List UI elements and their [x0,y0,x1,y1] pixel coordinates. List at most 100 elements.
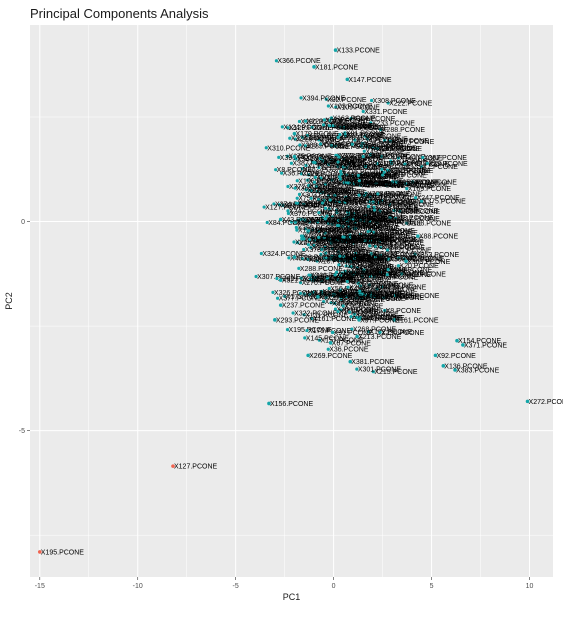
cluster-point-label: X325.PCONE [357,295,401,302]
cluster-point-label: X53.PCONE [355,240,395,247]
cluster-point-label: X230.PCONE [381,330,425,337]
cluster-point-label: X195.PCONE [289,327,333,334]
cluster-point [353,251,358,256]
cluster-point-label: X103.PCONE [316,175,360,182]
cluster-point-label: X391.PCONE [321,156,365,163]
cluster-point-label: X127.PCONE [265,205,309,212]
cluster-point-label: X223.PCONE [320,235,364,242]
cluster-point [327,207,331,211]
cluster-point-label: X353.PCONE [416,252,460,259]
cluster-point [368,244,372,248]
cluster-point-label: X224.PCONE [303,135,347,142]
cluster-point-label: X206.PCONE [351,181,395,188]
cluster-point [297,119,302,124]
cluster-point [371,230,376,235]
cluster-point-label: X81.PCONE [342,307,382,314]
cluster-point [283,294,287,298]
cluster-point [306,257,310,262]
cluster-point-label: X118.PCONE [348,294,391,301]
cluster-point-label: X259.PCONE [323,291,367,298]
cluster-point [327,124,331,128]
cluster-point-label: X110.PCONE [314,228,357,235]
cluster-point-label: X85.PCONE [339,223,379,230]
cluster-point [386,268,390,272]
cluster-point [333,144,337,148]
cluster-point [307,238,311,242]
data-point [306,353,310,358]
cluster-point [293,186,297,190]
cluster-point [359,284,363,288]
cluster-point [310,316,314,321]
cluster-point [285,154,290,158]
cluster-point-label: X49.PCONE [365,149,405,156]
cluster-point [325,214,329,218]
cluster-point [374,181,378,185]
cluster-point [371,200,375,204]
cluster-point-label: X313.PCONE [366,194,410,201]
cluster-point [391,180,395,184]
cluster-point-label: X113.PCONE [398,179,441,186]
cluster-point [364,164,368,168]
cluster-point-label: X38.PCONE [332,300,372,307]
cluster-point-label: X377.PCONE [311,188,355,195]
cluster-point-label: X118.PCONE [330,123,373,130]
cluster-point [396,156,401,160]
cluster-point-label: X312.PCONE [372,228,416,235]
cluster-point-label: X53.PCONE [337,257,377,264]
x-tick-label: 5 [430,583,434,590]
cluster-point-label: X270.PCONE [306,217,350,224]
cluster-point-label: X149.PCONE [356,251,400,258]
x-tick-label: -5 [233,583,239,590]
cluster-point-label: X333.PCONE [334,123,378,130]
data-point-label: X156.PCONE [270,401,314,408]
cluster-point-label: X369.PCONE [339,277,383,284]
cluster-point [378,240,382,244]
cluster-point [357,179,361,183]
cluster-point-label: X50.PCONE [333,257,373,264]
cluster-point [344,195,348,199]
cluster-point-label: X223.PCONE [307,119,351,126]
cluster-point [307,273,311,277]
cluster-point-label: X395.PCONE [297,225,341,232]
cluster-point [361,155,365,159]
data-point-label: X321.PCONE [282,278,326,285]
cluster-point [324,251,328,255]
cluster-point-label: X229.PCONE [302,171,346,178]
cluster-point [351,217,355,221]
cluster-point [349,116,353,121]
cluster-point-label: X131.PCONE [312,277,356,284]
cluster-point [343,131,347,135]
cluster-point-label: X80.PCONE [313,188,353,195]
data-point [355,334,359,339]
cluster-point [338,254,342,258]
cluster-point [385,273,389,277]
cluster-point [353,221,357,225]
cluster-point-label: X372.PCONE [339,153,383,160]
cluster-point-label: X211.PCONE [302,276,345,283]
cluster-point-label: X381.PCONE [339,160,383,167]
cluster-point-label: X363.PCONE [383,198,427,205]
cluster-point-label: X15.PCONE [339,309,379,316]
cluster-point [342,181,346,185]
cluster-point-label: X378.PCONE [305,247,349,254]
cluster-point-label: X90.PCONE [385,295,425,302]
cluster-point-label: X146.PCONE [389,267,433,274]
cluster-point [302,313,306,317]
cluster-point [350,327,354,331]
cluster-point-label: X270.PCONE [347,195,391,202]
cluster-point [355,291,359,295]
cluster-point-label: X71.PCONE [331,118,371,125]
cluster-point [293,137,297,141]
cluster-point-label: X362.PCONE [278,276,322,283]
cluster-point-label: X382.PCONE [284,203,328,210]
cluster-point-label: X220.PCONE [313,277,357,284]
cluster-point [329,116,334,120]
cluster-point-label: X18.PCONE [349,180,389,187]
cluster-point-label: X127.PCONE [341,125,385,132]
cluster-point [259,251,263,256]
cluster-point [372,205,376,209]
cluster-point-label: X33.PCONE [307,219,347,226]
cluster-point-label: X90.PCONE [353,215,393,222]
cluster-point [350,142,354,146]
cluster-point-label: X267.PCONE [302,217,346,224]
